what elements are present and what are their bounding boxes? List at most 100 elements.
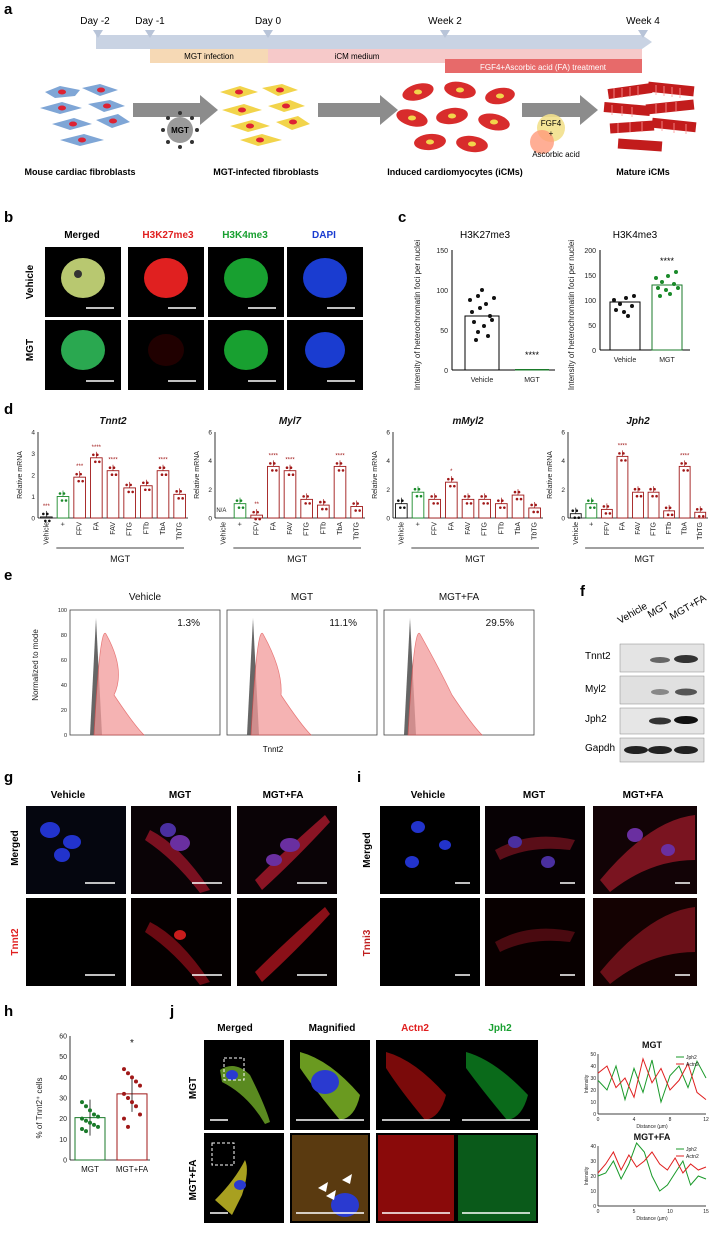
f-row: Tnnt2 (585, 651, 611, 662)
data-point (515, 497, 519, 501)
data-point (46, 512, 49, 516)
y-tick: 0 (208, 516, 212, 523)
c2-ytick: 100 (584, 298, 596, 305)
data-point (532, 510, 535, 514)
y-tick: 60 (61, 658, 67, 664)
group-label: MGT (110, 554, 130, 564)
sig-label: **** (92, 445, 102, 451)
y-tick: 4 (208, 458, 212, 465)
data-point (432, 502, 435, 505)
data-point (530, 503, 533, 507)
f-row: Gapdh (585, 743, 615, 754)
bar (333, 465, 347, 519)
category-label: MGT+FA (116, 1165, 149, 1174)
data-point (122, 1067, 126, 1072)
x-label: Distance (µm) (636, 1124, 668, 1130)
data-point (125, 483, 128, 487)
data-point (503, 506, 506, 509)
j-col: Jph2 (488, 1023, 512, 1034)
data-point (134, 1104, 138, 1109)
panel-h-letter: h (4, 1003, 13, 1020)
data-point (467, 495, 471, 498)
data-point (670, 513, 674, 517)
data-point (108, 466, 112, 470)
data-point (110, 473, 114, 477)
y-tick: 30 (59, 1096, 67, 1103)
fa-bar (445, 59, 642, 73)
category-label: FTb (498, 522, 505, 535)
bar (616, 455, 629, 519)
legend-label: Jph2 (686, 1147, 697, 1153)
sig-label: * (130, 1038, 134, 1049)
data-point (256, 510, 259, 514)
bar (495, 503, 508, 519)
f-row: Jph2 (585, 714, 607, 725)
category-label: TbA (682, 522, 689, 535)
data-point (339, 462, 343, 465)
data-point (138, 1112, 142, 1117)
data-point (319, 500, 322, 504)
data-point (273, 462, 276, 465)
sig-label: *** (76, 464, 84, 470)
flow-title: MGT (291, 592, 313, 603)
y-tick: 80 (61, 633, 67, 639)
c1-title: H3K27me3 (460, 230, 510, 241)
data-point (622, 452, 625, 455)
data-point (415, 494, 419, 498)
y-axis-label: Relative mRNA (17, 451, 24, 499)
panel-h: h % of Tnnt2⁺ cells 0 10 20 30 40 50 60 MGT MGT+… (4, 1003, 150, 1174)
fgf4-label: FGF4 (541, 119, 562, 128)
data-point (84, 1129, 88, 1134)
x-tick: 12 (703, 1117, 709, 1123)
c2-ytick: 50 (588, 323, 596, 330)
data-point (680, 462, 683, 465)
fibroblast-cells-blue (40, 84, 130, 146)
data-point (88, 1108, 92, 1113)
group-label: MGT (465, 554, 485, 564)
percent-label: 29.5% (486, 618, 514, 629)
data-point (275, 469, 278, 472)
category-label: FA (619, 522, 626, 531)
stage-label: Induced cardiomyocytes (iCMs) (387, 167, 523, 177)
category-label: FFV (77, 522, 84, 536)
marker-day-2 (93, 30, 103, 38)
bar (40, 516, 53, 519)
j-images (204, 1040, 538, 1223)
data-point (79, 472, 82, 476)
data-point (179, 490, 182, 493)
data-point (130, 1075, 134, 1080)
y-tick: 30 (590, 1076, 596, 1082)
data-point (695, 507, 699, 511)
data-point (144, 488, 147, 492)
col-merged: Merged (64, 230, 100, 241)
data-point (480, 495, 483, 498)
infection-label: MGT infection (184, 52, 234, 61)
sig-label: **** (158, 458, 168, 464)
data-point (354, 509, 357, 512)
marker-day0 (263, 30, 273, 38)
data-point (308, 502, 311, 505)
data-point (92, 453, 95, 457)
day-label: Day 0 (255, 16, 282, 27)
x-tick: 5 (633, 1209, 636, 1215)
medium-label: iCM medium (335, 52, 380, 61)
mgt-virus: MGT (161, 111, 199, 149)
y-tick: 20 (590, 1174, 596, 1180)
data-point (94, 460, 97, 464)
c1-bar-mgt (515, 369, 549, 371)
category-label: FTG (651, 522, 658, 536)
category-label: FTG (127, 522, 134, 536)
data-point (254, 517, 257, 521)
bar (478, 498, 491, 519)
panel-b-letter: b (4, 209, 13, 226)
bar (156, 470, 170, 519)
data-point (635, 494, 639, 498)
data-point (451, 477, 454, 481)
timeline-arrow (96, 35, 652, 49)
data-point (666, 513, 670, 517)
data-point (513, 490, 517, 494)
data-point (453, 484, 456, 488)
arrow-3 (522, 95, 598, 125)
data-point (306, 495, 309, 498)
data-point (96, 1124, 100, 1129)
